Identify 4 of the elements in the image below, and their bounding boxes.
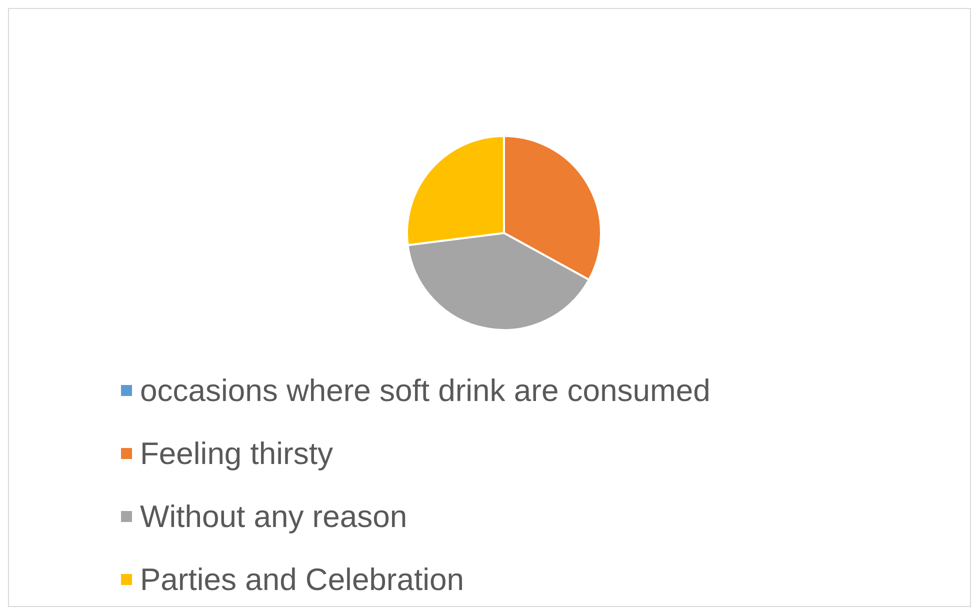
legend-label: Without any reason — [140, 498, 408, 534]
legend-label: Feeling thirsty — [140, 436, 333, 472]
legend-label: Parties and Celebration — [140, 562, 464, 598]
legend-label: occasions where soft drink are consumed — [140, 372, 710, 408]
